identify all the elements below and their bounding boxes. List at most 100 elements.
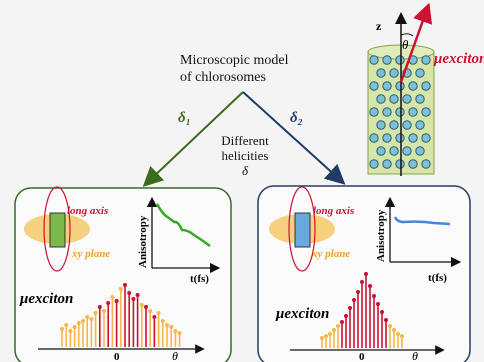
distribution-stem-head <box>173 329 178 333</box>
long-axis-ellipse <box>43 186 71 272</box>
exciton-distribution-right <box>320 272 404 348</box>
zero-tick-label: 0 <box>359 351 365 362</box>
anisotropy-ylabel: Anisotropy <box>137 215 149 268</box>
chlorophyll-molecule <box>395 55 405 65</box>
mu-exciton-label: μexciton <box>19 291 73 307</box>
distribution-stem-head <box>348 306 352 310</box>
inset-mu-label: μexciton <box>433 51 484 67</box>
distribution-stem-head <box>156 311 161 315</box>
theta-axis-label: θ <box>172 349 178 362</box>
distribution-stem-head <box>152 315 157 319</box>
chlorophyll-molecule <box>382 107 392 117</box>
chlorophyll-molecule <box>395 159 405 169</box>
delta1-arrow <box>142 91 244 187</box>
distribution-stem-head <box>388 324 392 328</box>
anisotropy-curve <box>155 203 211 248</box>
distribution-stem-head <box>372 294 376 298</box>
distribution-stem-head <box>135 293 140 297</box>
distribution-stem-head <box>160 319 165 323</box>
chlorophyll-molecule <box>408 107 418 117</box>
distribution-stem-head <box>139 303 144 307</box>
distribution-stem-head <box>131 297 136 301</box>
anisotropy-xlabel: t(fs) <box>190 273 209 285</box>
chlorophyll-molecule <box>382 55 392 65</box>
distribution-stem-head <box>332 328 336 332</box>
chlorophyll-molecule <box>376 146 386 156</box>
helicity-caption: Different helicities δ <box>205 133 285 178</box>
distribution-stem-head <box>72 325 77 329</box>
distribution-stem-head <box>177 331 182 335</box>
z-axis-label: z <box>376 19 382 33</box>
mu-exciton-label: μexciton <box>275 306 329 322</box>
zero-tick-label: 0 <box>114 351 120 362</box>
chlorophyll-molecule <box>369 107 379 117</box>
distribution-stem-head <box>396 332 400 336</box>
distribution-stem-head <box>89 317 94 321</box>
chlorophyll-molecule <box>382 133 392 143</box>
chlorophyll-molecule <box>376 68 386 78</box>
helicity-line-1: Different <box>221 133 269 148</box>
distribution-stem-head <box>102 309 106 313</box>
chlorophyll-molecule <box>395 133 405 143</box>
distribution-stem-head <box>106 301 111 305</box>
long-axis-label: long axis <box>67 205 108 217</box>
helicity-line-2: helicities <box>221 148 269 163</box>
long-axis-ellipse <box>288 186 316 272</box>
distribution-stem-head <box>64 323 69 327</box>
diagram-title: Microscopic model of chlorosomes <box>180 52 288 86</box>
distribution-stem-head <box>76 321 81 325</box>
anisotropy-ylabel: Anisotropy <box>375 209 387 262</box>
distribution-stem-head <box>328 332 332 336</box>
chlorophyll-molecule <box>369 133 379 143</box>
distribution-stem-head <box>364 272 368 276</box>
distribution-stem-head <box>148 309 153 313</box>
title-line-2: of chlorosomes <box>180 70 266 85</box>
chlorophyll-molecule <box>421 55 431 65</box>
distribution-stem-head <box>344 314 348 318</box>
chlorophyll-molecule <box>421 133 431 143</box>
delta2-arrow <box>242 91 346 185</box>
chlorophyll-molecule <box>421 159 431 169</box>
distribution-stem-head <box>93 311 98 315</box>
distribution-stem-head <box>392 328 396 332</box>
distribution-stem-head <box>68 329 73 333</box>
distribution-stem-head <box>97 305 102 309</box>
delta2-label: δ₂ <box>290 110 303 126</box>
chlorophyll-molecule <box>369 55 379 65</box>
panel-left: long axis xy plane Anisotropy t(fs) μexc… <box>14 186 232 362</box>
chlorophyll-molecule <box>389 120 399 130</box>
distribution-stem-head <box>336 324 340 328</box>
chlorosome-glyph <box>49 212 66 248</box>
distribution-stem-head <box>324 334 328 338</box>
distribution-stem-head <box>356 290 360 294</box>
title-line-1: Microscopic model <box>180 53 289 68</box>
anisotropy-xlabel: t(fs) <box>428 272 447 284</box>
distribution-stem-head <box>352 298 356 302</box>
chlorophyll-molecule <box>395 107 405 117</box>
delta1-label: δ₁ <box>178 110 191 126</box>
chlorophyll-molecule <box>421 107 431 117</box>
distribution-stem-head <box>340 320 344 324</box>
chlorosome-inset: z θ μexciton <box>367 2 484 176</box>
chlorosome-glyph <box>294 212 311 248</box>
chlorophyll-molecule <box>408 159 418 169</box>
chlorophyll-molecule <box>376 94 386 104</box>
exciton-dipole-arrow <box>399 2 433 83</box>
chlorophyll-molecule <box>402 146 412 156</box>
chlorophyll-molecule <box>402 120 412 130</box>
xy-plane-label: xy plane <box>71 248 110 260</box>
distribution-stem-head <box>360 280 364 284</box>
distribution-stem-head <box>368 284 372 288</box>
theta-arc <box>400 33 414 37</box>
chlorophyll-molecule <box>376 120 386 130</box>
distribution-stem-head <box>114 299 119 303</box>
distribution-stem-head <box>165 323 169 327</box>
distribution-stem-head <box>110 295 115 299</box>
chlorophyll-molecule <box>395 81 405 91</box>
theta-axis-label: θ <box>412 349 418 362</box>
xy-plane-label: xy plane <box>311 248 350 260</box>
distribution-stem-head <box>118 287 123 291</box>
chlorophyll-molecule <box>415 146 425 156</box>
chlorophyll-molecule <box>369 159 379 169</box>
distribution-stem-head <box>376 302 380 306</box>
